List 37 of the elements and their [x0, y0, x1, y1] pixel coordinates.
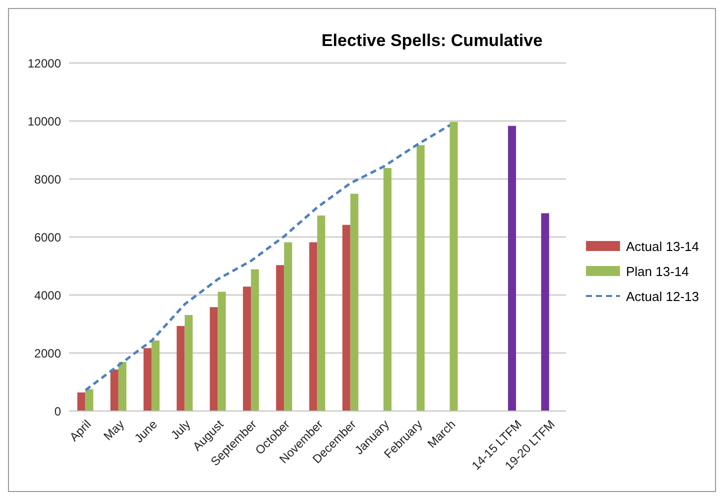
bar [541, 213, 550, 411]
bar [152, 340, 160, 411]
legend-label: Plan 13-14 [626, 264, 689, 278]
x-tick-label: July [168, 417, 194, 442]
bar [309, 242, 318, 411]
legend-label: Actual 12-13 [626, 288, 699, 304]
bar [218, 292, 226, 411]
y-tick-label: 12000 [28, 56, 62, 70]
y-tick-label: 10000 [28, 114, 62, 128]
bar [118, 362, 126, 411]
bar [508, 126, 516, 411]
bar [450, 122, 458, 411]
x-tick-label: May [100, 417, 127, 444]
bar [184, 315, 193, 411]
bar [110, 370, 118, 411]
bar [77, 392, 86, 411]
y-tick-label: 8000 [34, 172, 62, 186]
bar [350, 194, 358, 411]
bar [416, 145, 425, 411]
bar [383, 168, 392, 411]
bar [342, 224, 350, 411]
y-tick-label: 4000 [34, 288, 62, 302]
y-tick-label: 6000 [34, 230, 62, 244]
bar [276, 265, 284, 411]
legend-label: Actual 13-14 [626, 238, 699, 254]
y-tick-label: 0 [54, 404, 62, 418]
bar [85, 389, 94, 411]
y-tick-label: 2000 [34, 346, 62, 360]
bar [284, 242, 292, 411]
bar [317, 216, 326, 411]
chart-title: Elective Spells: Cumulative [320, 31, 544, 51]
bar [176, 326, 185, 411]
bar [144, 348, 152, 411]
bar [250, 269, 259, 411]
line-series [84, 124, 452, 392]
bar [242, 286, 251, 411]
bar [210, 307, 218, 411]
